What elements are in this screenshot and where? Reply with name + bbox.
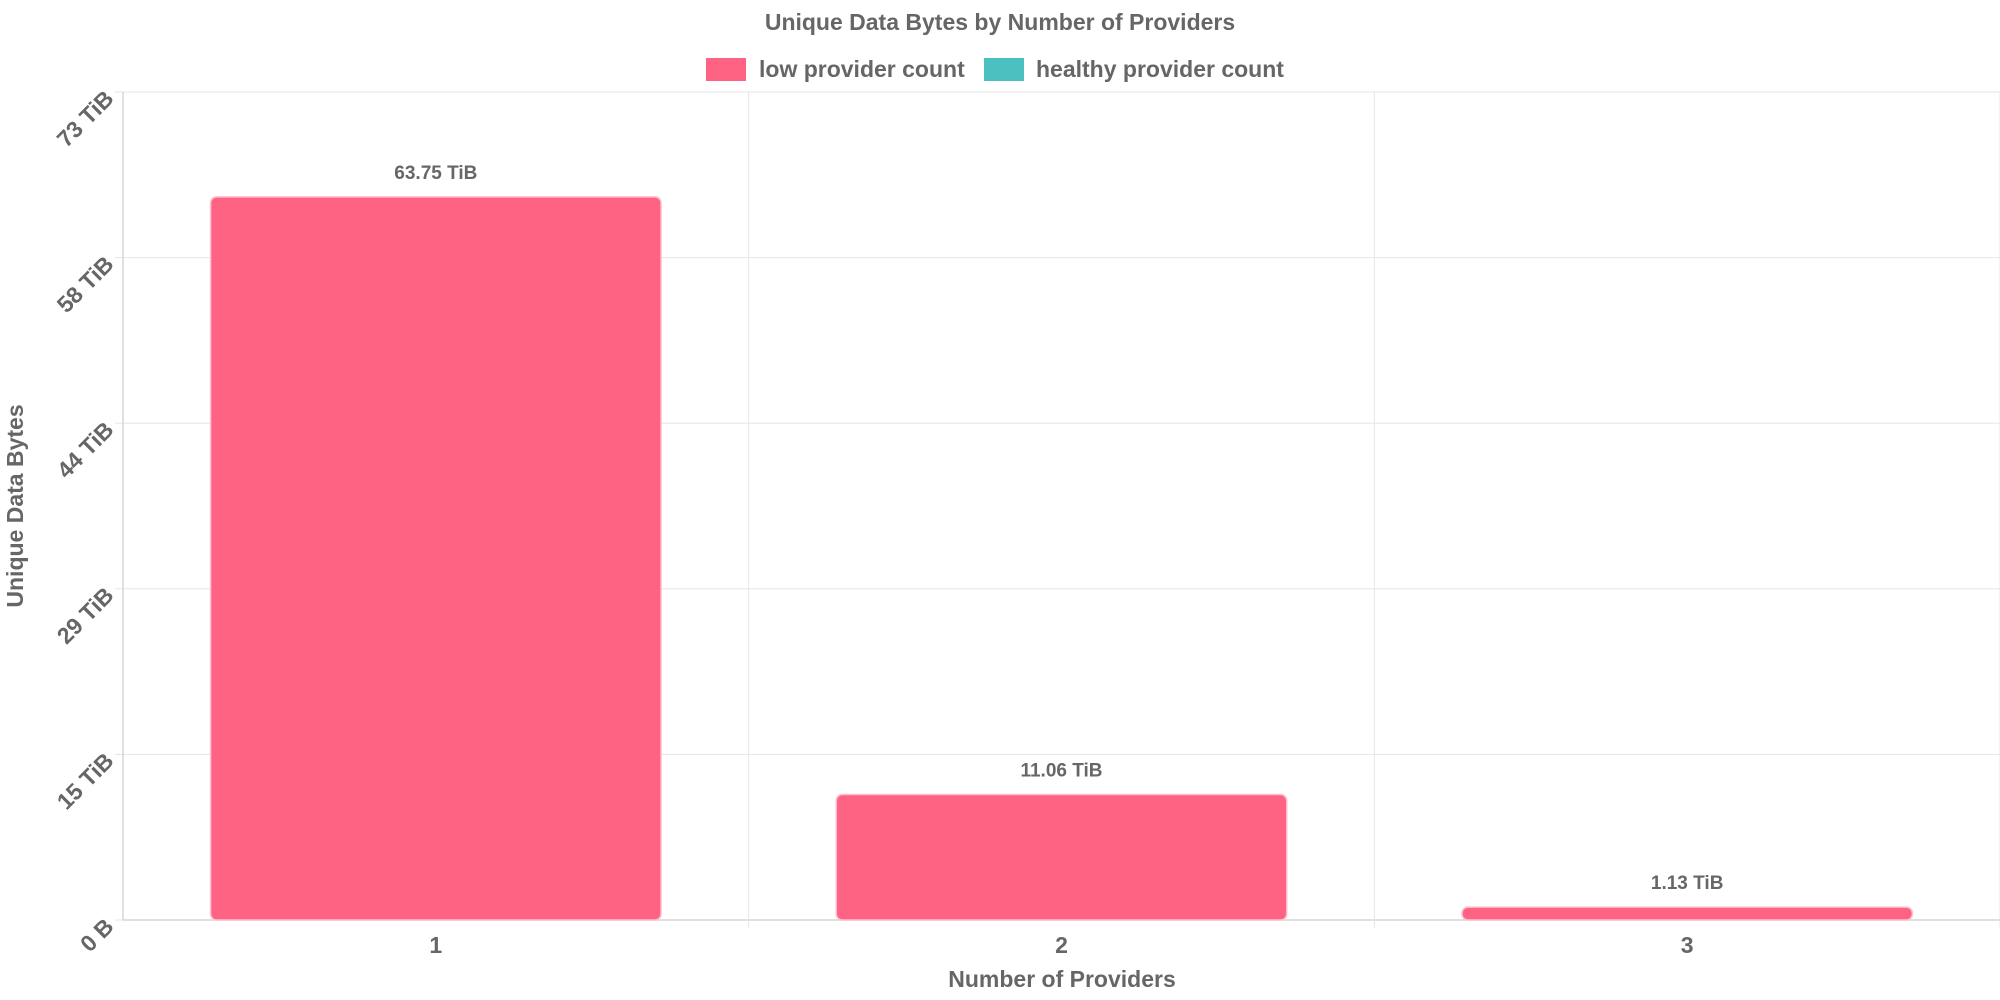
legend-swatch-low-provider-count [706,58,746,81]
y-tick-label: 15 TiB [52,748,119,815]
x-axis-ticks: 1 2 3 [429,932,1693,958]
data-label-3: 1.13 TiB [1651,873,1724,894]
legend-label-healthy-provider-count: healthy provider count [1036,56,1284,82]
legend-item-low-provider-count[interactable]: low provider count [706,56,965,82]
bar-1[interactable] [209,196,662,921]
bar-3[interactable] [1461,906,1914,921]
x-axis-title: Number of Providers [948,966,1176,992]
legend-swatch-healthy-provider-count [984,58,1024,81]
bars [209,196,1914,921]
data-label-2: 11.06 TiB [1020,761,1102,782]
y-tick-label: 29 TiB [52,582,119,649]
x-tick-label-2: 2 [1055,932,1068,958]
y-tick-label: 44 TiB [52,416,119,483]
data-labels: 63.75 TiB 11.06 TiB 1.13 TiB [394,163,1723,894]
legend-label-low-provider-count: low provider count [759,56,965,82]
chart-title: Unique Data Bytes by Number of Providers [765,9,1235,35]
x-tick-label-3: 3 [1681,932,1694,958]
y-tick-label: 73 TiB [52,85,119,152]
y-axis-title: Unique Data Bytes [2,404,28,607]
bar-2[interactable] [835,793,1288,921]
y-tick-label: 0 B [75,913,119,957]
y-tick-label: 58 TiB [52,251,119,318]
x-tick-label-1: 1 [429,932,442,958]
y-axis-ticks: 0 B 15 TiB 29 TiB 44 TiB 58 TiB 73 TiB [52,85,119,957]
legend: low provider count healthy provider coun… [706,56,1284,82]
data-label-1: 63.75 TiB [394,163,477,184]
legend-item-healthy-provider-count[interactable]: healthy provider count [984,56,1284,82]
